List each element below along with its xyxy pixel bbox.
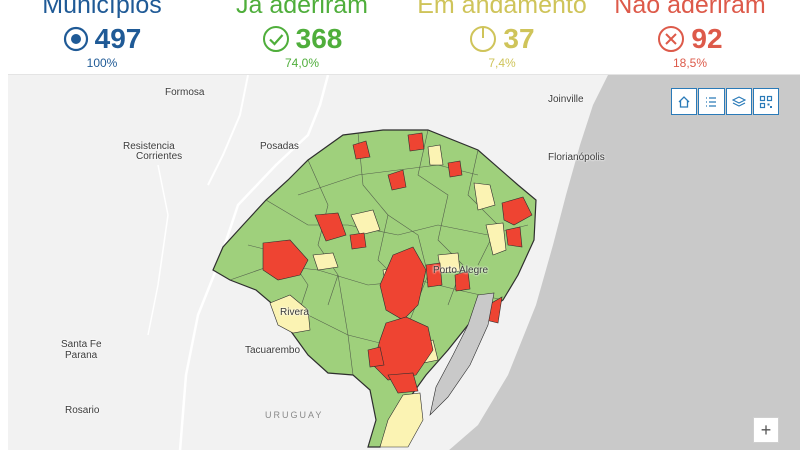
place-florianopolis: Florianópolis [548, 152, 605, 163]
river [207, 75, 249, 186]
stat-percent: 74,0% [284, 56, 320, 70]
stat-title: Já aderiram [236, 0, 368, 19]
country-uruguay: URUGUAY [265, 410, 324, 420]
place-resistencia: Resistencia [123, 141, 175, 152]
check-circle-icon [262, 26, 289, 52]
stat-percent: 7,4% [488, 56, 516, 70]
place-tacuarembo: Tacuarembo [245, 345, 301, 356]
stat-title: Não aderiram [614, 0, 766, 19]
place-joinville: Joinville [548, 94, 584, 105]
stats-header: Municípios 497 100% Já aderiram 368 74,0… [0, 0, 800, 74]
place-porto-alegre: Porto Alegre [433, 265, 489, 276]
target-icon [63, 26, 88, 52]
map-canvas [147, 75, 800, 450]
place-posadas: Posadas [260, 141, 299, 152]
place-rivera: Rivera [280, 307, 309, 318]
lagoa-dos-patos [429, 292, 495, 416]
ocean [449, 75, 800, 450]
state-rio-grande-do-sul [212, 129, 537, 448]
stat-main: 37 [402, 22, 602, 56]
stat-title: Municípios [42, 0, 162, 19]
map-view[interactable]: Formosa Resistencia Corrientes Posadas J… [8, 74, 800, 450]
zoom-in-button[interactable]: + [753, 417, 779, 443]
stat-nao-aderiram: Não aderiram 92 18,5% [590, 0, 790, 74]
stat-title: Em andamento [417, 0, 587, 19]
layers-icon [731, 95, 746, 107]
place-rosario: Rosario [65, 405, 100, 416]
stat-value: 37 [503, 23, 535, 54]
place-formosa: Formosa [165, 87, 205, 98]
stat-main: 368 [202, 22, 402, 56]
stat-percent: 18,5% [672, 56, 708, 70]
stat-main: 497 [2, 22, 202, 56]
place-santa-fe: Santa Fe [61, 339, 102, 350]
stat-percent: 100% [86, 56, 118, 70]
stat-value: 92 [691, 23, 723, 54]
stat-main: 92 [590, 22, 790, 56]
place-parana: Parana [65, 350, 98, 361]
river [178, 75, 330, 450]
home-button[interactable] [671, 88, 698, 115]
river [147, 164, 169, 336]
place-corrientes: Corrientes [136, 151, 183, 162]
qr-icon [759, 95, 772, 108]
stat-andamento: Em andamento 37 7,4% [402, 0, 602, 74]
stat-value: 497 [94, 23, 142, 54]
home-icon [678, 95, 690, 108]
stat-aderiram: Já aderiram 368 74,0% [202, 0, 402, 74]
legend-button[interactable] [698, 88, 725, 115]
legend-icon [706, 96, 717, 107]
qr-button[interactable] [752, 88, 779, 115]
regions-nao-aderiram [262, 132, 533, 394]
x-circle-icon [658, 26, 685, 52]
layers-button[interactable] [725, 88, 752, 115]
stat-municipios: Municípios 497 100% [2, 0, 202, 74]
progress-circle-icon [470, 26, 497, 52]
stat-value: 368 [295, 23, 343, 54]
map-toolbar [671, 88, 780, 115]
